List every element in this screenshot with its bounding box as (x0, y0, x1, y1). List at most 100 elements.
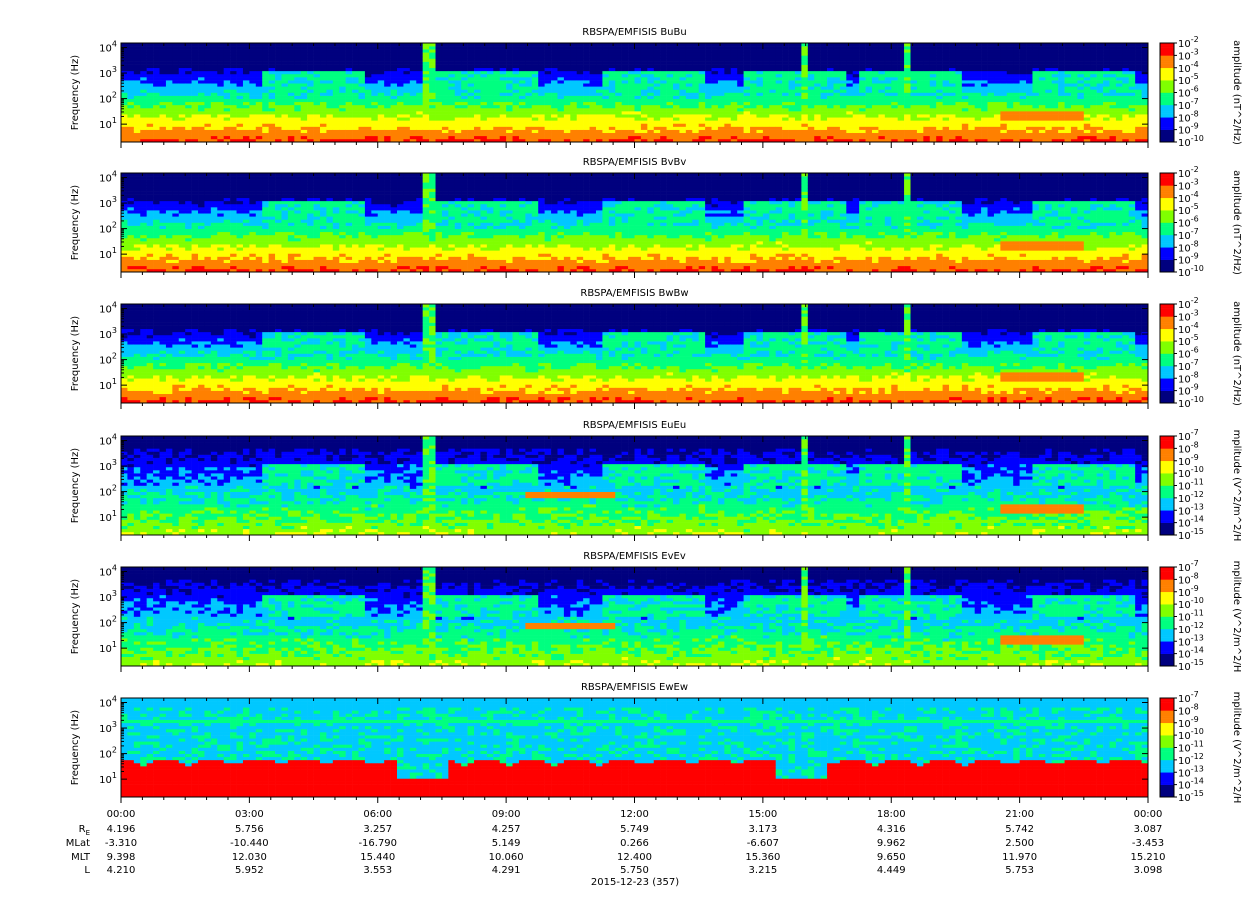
x-tick-label: 06:00 (363, 809, 392, 820)
y-tick-label: 102 (99, 615, 117, 630)
y-tick-label: 101 (99, 771, 117, 786)
colorbar: 10-710-810-910-1010-1110-1210-1310-1410-… (1160, 690, 1204, 804)
spectrogram-image (121, 698, 1148, 797)
y-tick-label: 103 (99, 720, 117, 735)
colorbar: 10-210-310-410-510-610-710-810-910-10 (1160, 296, 1204, 410)
x-tick-label: 18:00 (877, 809, 906, 820)
spectrogram-image (121, 173, 1148, 272)
colorbar-label: mplitude (V^2/m^2/H (1231, 692, 1242, 804)
y-tick-label: 101 (99, 509, 117, 524)
panel-title: RBSPA/EMFISIS BwBw (580, 288, 688, 299)
y-tick-label: 101 (99, 377, 117, 392)
y-axis-label: Frequency (Hz) (70, 55, 81, 131)
ephemeris-row-label: MLat (50, 839, 90, 849)
y-axis-label: Frequency (Hz) (70, 579, 81, 655)
panel-title: RBSPA/EMFISIS BuBu (582, 27, 686, 38)
y-tick-label: 104 (99, 432, 117, 447)
y-tick-label: 102 (99, 91, 117, 106)
spectrogram-panel: RBSPA/EMFISIS BuBu Frequency (Hz) 101 102 10… (70, 27, 1242, 149)
ephemeris-value: 4.291 (476, 866, 536, 876)
y-axis-label: Frequency (Hz) (70, 316, 81, 392)
ephemeris-value: 9.650 (861, 853, 921, 863)
ephemeris-value: 4.449 (861, 866, 921, 876)
panel-title: RBSPA/EMFISIS EvEv (583, 551, 686, 562)
y-tick-label: 103 (99, 458, 117, 473)
spectrogram-image (121, 304, 1148, 403)
ephemeris-value: 3.087 (1118, 825, 1178, 835)
colorbar: 10-210-310-410-510-610-710-810-910-10 (1160, 165, 1204, 279)
spectrogram-panel: RBSPA/EMFISIS EuEu Frequency (Hz) 101 102 10… (70, 420, 1242, 542)
spectrogram-image (121, 567, 1148, 666)
colorbar: 10-710-810-910-1010-1110-1210-1310-1410-… (1160, 428, 1204, 542)
y-tick-label: 103 (99, 589, 117, 604)
ephemeris-value: -3.310 (91, 839, 151, 849)
ephemeris-value: 4.316 (861, 825, 921, 835)
ephemeris-value: 12.030 (219, 853, 279, 863)
y-tick-label: 101 (99, 116, 117, 131)
spectrogram-panel: RBSPA/EMFISIS BwBw Frequency (Hz) 101 102 10… (70, 288, 1242, 410)
y-tick-label: 104 (99, 300, 117, 315)
ephemeris-value: 3.098 (1118, 866, 1178, 876)
ephemeris-value: 15.210 (1118, 853, 1178, 863)
ephemeris-value: 5.149 (476, 839, 536, 849)
x-tick-label: 12:00 (620, 809, 649, 820)
spectrogram-image (121, 436, 1148, 535)
ephemeris-value: 2.500 (990, 839, 1050, 849)
ephemeris-value: 9.398 (91, 853, 151, 863)
ephemeris-value: 11.970 (990, 853, 1050, 863)
panel-title: RBSPA/EMFISIS EuEu (583, 420, 686, 431)
y-tick-label: 101 (99, 246, 117, 261)
ephemeris-value: 15.360 (733, 853, 793, 863)
y-tick-label: 103 (99, 195, 117, 210)
date-label: 2015-12-23 (357) (560, 877, 710, 888)
x-tick-label: 00:00 (1134, 809, 1163, 820)
ephemeris-value: -16.790 (348, 839, 408, 849)
y-axis-label: Frequency (Hz) (70, 448, 81, 524)
x-tick-label: 15:00 (748, 809, 777, 820)
colorbar-label: mplitude (V^2/m^2/H (1231, 561, 1242, 673)
ephemeris-value: 5.750 (605, 866, 665, 876)
ephemeris-value: 5.756 (219, 825, 279, 835)
ephemeris-value: 3.173 (733, 825, 793, 835)
panel-title: RBSPA/EMFISIS EwEw (581, 682, 688, 693)
x-tick-label: 00:00 (107, 809, 136, 820)
ephemeris-row-label: RE (50, 825, 90, 838)
ephemeris-value: 3.257 (348, 825, 408, 835)
ephemeris-row-label: L (50, 866, 90, 876)
x-tick-label: 03:00 (235, 809, 264, 820)
y-tick-label: 101 (99, 640, 117, 655)
y-tick-label: 104 (99, 169, 117, 184)
y-tick-label: 102 (99, 484, 117, 499)
colorbar-label: amplitude (nT^2/Hz) (1231, 170, 1242, 275)
colorbar-label: amplitude (nT^2/Hz) (1231, 301, 1242, 406)
ephemeris-value: 15.440 (348, 853, 408, 863)
ephemeris-value: 12.400 (605, 853, 665, 863)
colorbar: 10-210-310-410-510-610-710-810-910-10 (1160, 35, 1204, 149)
ephemeris-value: 5.952 (219, 866, 279, 876)
ephemeris-value: 5.753 (990, 866, 1050, 876)
y-tick-label: 104 (99, 39, 117, 54)
ephemeris-value: 0.266 (605, 839, 665, 849)
spectrogram-image (121, 43, 1148, 142)
y-tick-label: 102 (99, 352, 117, 367)
ephemeris-value: -3.453 (1118, 839, 1178, 849)
ephemeris-value: -6.607 (733, 839, 793, 849)
colorbar-label: mplitude (V^2/m^2/H (1231, 430, 1242, 542)
panel-title: RBSPA/EMFISIS BvBv (583, 157, 687, 168)
ephemeris-value: 9.962 (861, 839, 921, 849)
colorbar-label: amplitude (nT^2/Hz) (1231, 40, 1242, 145)
ephemeris-value: 5.742 (990, 825, 1050, 835)
ephemeris-row-label: MLT (50, 853, 90, 863)
y-axis-label: Frequency (Hz) (70, 710, 81, 786)
x-tick-label: 21:00 (1005, 809, 1034, 820)
ephemeris-value: 5.749 (605, 825, 665, 835)
ephemeris-value: 4.210 (91, 866, 151, 876)
y-tick-label: 102 (99, 746, 117, 761)
ephemeris-value: -10.440 (219, 839, 279, 849)
y-tick-label: 103 (99, 326, 117, 341)
y-tick-label: 102 (99, 221, 117, 236)
ephemeris-value: 3.553 (348, 866, 408, 876)
ephemeris-value: 4.257 (476, 825, 536, 835)
